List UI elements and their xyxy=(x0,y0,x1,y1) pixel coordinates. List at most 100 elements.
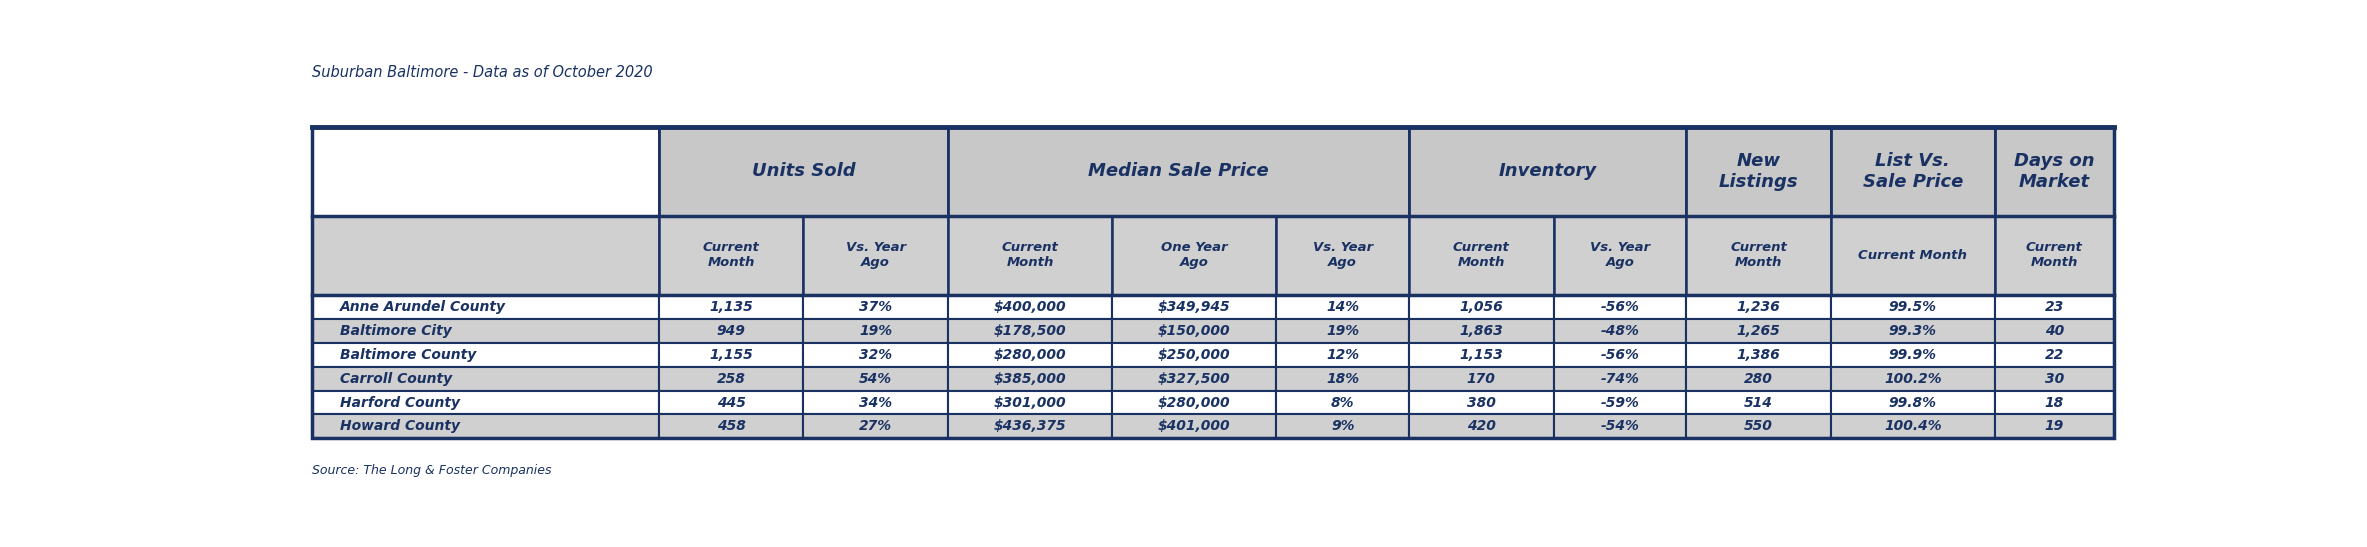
Bar xyxy=(802,391,947,415)
Bar xyxy=(1408,295,1553,319)
Bar xyxy=(802,343,947,366)
Bar xyxy=(1112,343,1276,366)
Text: Anne Arundel County: Anne Arundel County xyxy=(341,300,507,314)
Text: -74%: -74% xyxy=(1600,371,1640,386)
Bar xyxy=(658,319,802,343)
Text: $401,000: $401,000 xyxy=(1157,420,1231,433)
Text: Median Sale Price: Median Sale Price xyxy=(1089,162,1269,180)
Text: 1,265: 1,265 xyxy=(1737,324,1780,338)
Text: 1,153: 1,153 xyxy=(1460,348,1503,362)
Text: 1,135: 1,135 xyxy=(710,300,753,314)
Bar xyxy=(1830,343,1995,366)
Bar xyxy=(312,415,658,438)
Bar xyxy=(947,319,1112,343)
Bar xyxy=(1408,391,1553,415)
Text: Current Month: Current Month xyxy=(1858,249,1967,262)
Text: One Year
Ago: One Year Ago xyxy=(1160,241,1228,269)
Text: 1,056: 1,056 xyxy=(1460,300,1503,314)
Text: 23: 23 xyxy=(2045,300,2064,314)
Text: 18%: 18% xyxy=(1326,371,1359,386)
Text: $400,000: $400,000 xyxy=(994,300,1065,314)
Text: 8%: 8% xyxy=(1330,395,1354,410)
Bar xyxy=(1553,366,1685,391)
Bar xyxy=(312,216,658,295)
Bar xyxy=(1276,216,1408,295)
Bar xyxy=(1112,295,1276,319)
Bar xyxy=(1685,295,1830,319)
Bar xyxy=(1553,319,1685,343)
Text: 420: 420 xyxy=(1468,420,1496,433)
Bar xyxy=(312,343,658,366)
Bar xyxy=(312,391,658,415)
Bar xyxy=(947,295,1112,319)
Bar xyxy=(1112,216,1276,295)
Bar xyxy=(1408,127,1685,216)
Bar xyxy=(658,366,802,391)
Text: $349,945: $349,945 xyxy=(1157,300,1231,314)
Text: 37%: 37% xyxy=(859,300,892,314)
Text: $178,500: $178,500 xyxy=(994,324,1065,338)
Text: $301,000: $301,000 xyxy=(994,395,1065,410)
Bar xyxy=(802,319,947,343)
Text: 99.3%: 99.3% xyxy=(1889,324,1936,338)
Bar xyxy=(1830,127,1995,216)
Bar xyxy=(802,295,947,319)
Text: Vs. Year
Ago: Vs. Year Ago xyxy=(1314,241,1373,269)
Bar xyxy=(1995,366,2114,391)
Bar xyxy=(1408,366,1553,391)
Text: 280: 280 xyxy=(1744,371,1773,386)
Text: 18: 18 xyxy=(2045,395,2064,410)
Text: Vs. Year
Ago: Vs. Year Ago xyxy=(845,241,907,269)
Bar xyxy=(658,216,802,295)
Text: $150,000: $150,000 xyxy=(1157,324,1231,338)
Bar xyxy=(1995,216,2114,295)
Text: $250,000: $250,000 xyxy=(1157,348,1231,362)
Bar xyxy=(802,366,947,391)
Text: Current
Month: Current Month xyxy=(1453,241,1510,269)
Text: 9%: 9% xyxy=(1330,420,1354,433)
Text: 458: 458 xyxy=(717,420,746,433)
Bar xyxy=(1408,216,1553,295)
Bar xyxy=(947,127,1408,216)
Bar xyxy=(1830,295,1995,319)
Bar xyxy=(658,391,802,415)
Bar xyxy=(1276,391,1408,415)
Text: 550: 550 xyxy=(1744,420,1773,433)
Text: 99.8%: 99.8% xyxy=(1889,395,1936,410)
Text: 19%: 19% xyxy=(859,324,892,338)
Text: Source: The Long & Foster Companies: Source: The Long & Foster Companies xyxy=(312,464,552,476)
Text: Harford County: Harford County xyxy=(341,395,459,410)
Bar xyxy=(1995,391,2114,415)
Bar xyxy=(1830,319,1995,343)
Bar xyxy=(1995,415,2114,438)
Text: $327,500: $327,500 xyxy=(1157,371,1231,386)
Text: Baltimore City: Baltimore City xyxy=(341,324,452,338)
Text: 1,863: 1,863 xyxy=(1460,324,1503,338)
Text: $385,000: $385,000 xyxy=(994,371,1065,386)
Bar xyxy=(947,415,1112,438)
Bar xyxy=(312,127,2114,438)
Bar xyxy=(1553,415,1685,438)
Bar xyxy=(1830,391,1995,415)
Bar xyxy=(1112,415,1276,438)
Text: Current
Month: Current Month xyxy=(1730,241,1787,269)
Bar xyxy=(658,343,802,366)
Text: Baltimore County: Baltimore County xyxy=(341,348,476,362)
Bar xyxy=(1553,343,1685,366)
Text: 12%: 12% xyxy=(1326,348,1359,362)
Bar xyxy=(802,415,947,438)
Bar xyxy=(1685,216,1830,295)
Bar xyxy=(312,319,658,343)
Text: 949: 949 xyxy=(717,324,746,338)
Bar xyxy=(1830,366,1995,391)
Text: Inventory: Inventory xyxy=(1498,162,1598,180)
Bar xyxy=(947,366,1112,391)
Text: -56%: -56% xyxy=(1600,348,1640,362)
Bar xyxy=(1830,216,1995,295)
Text: $436,375: $436,375 xyxy=(994,420,1065,433)
Text: List Vs.
Sale Price: List Vs. Sale Price xyxy=(1863,152,1962,190)
Bar xyxy=(1408,319,1553,343)
Bar xyxy=(658,127,947,216)
Bar xyxy=(1112,319,1276,343)
Bar xyxy=(1685,127,1830,216)
